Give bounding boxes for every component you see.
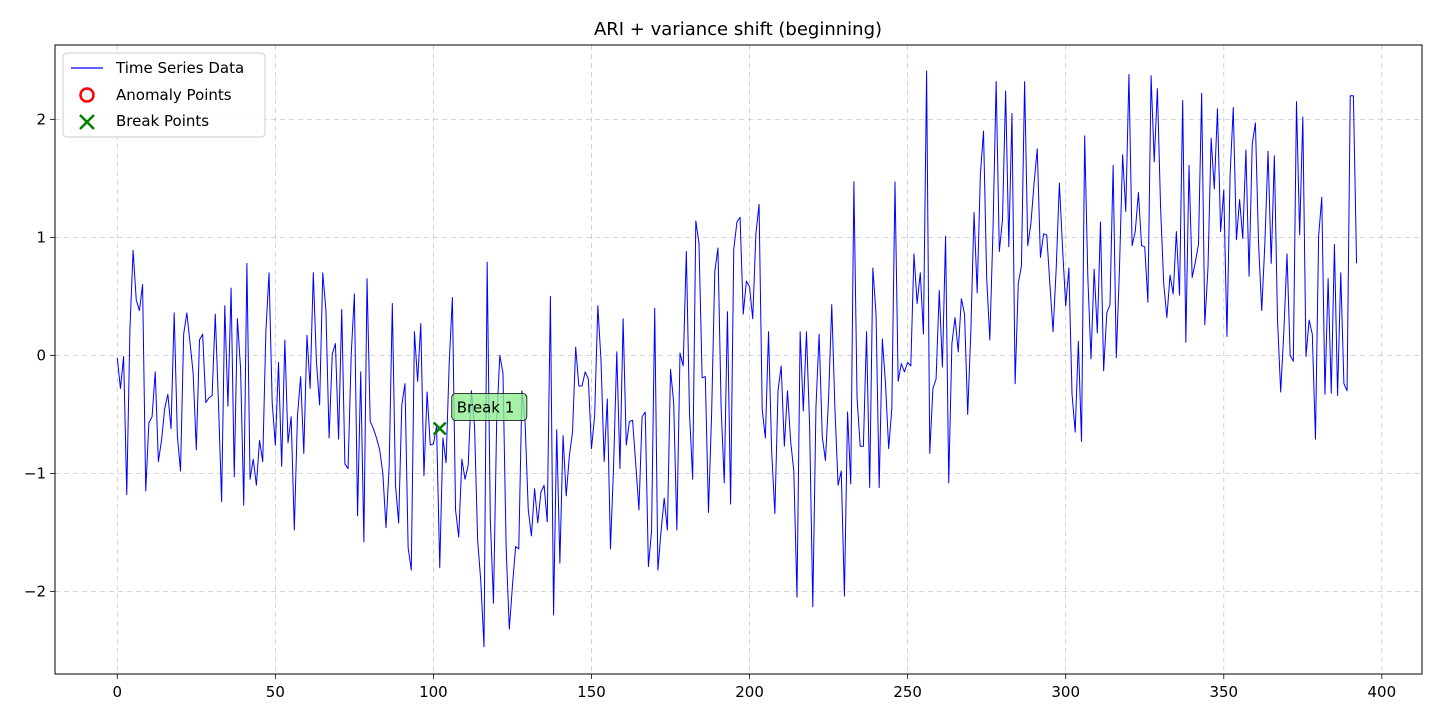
- grid: [55, 45, 1422, 674]
- legend-box: [62, 52, 266, 138]
- x-tick-label: 100: [419, 683, 448, 701]
- legend-break-swatch: [79, 114, 95, 130]
- legend: Time Series Data Anomaly Points Break Po…: [62, 52, 266, 138]
- x-tick-label: 300: [1051, 683, 1080, 701]
- y-tick-label: −1: [24, 464, 46, 482]
- plot-frame: [54, 44, 1423, 675]
- plot-area: [116, 70, 1358, 648]
- legend-label-anomaly: Anomaly Points: [116, 86, 232, 104]
- y-axis: −2 −1 0 1 2: [24, 110, 55, 600]
- x-tick-label: 50: [266, 683, 285, 701]
- legend-anomaly-swatch: [79, 87, 95, 103]
- x-tick-label: 400: [1368, 683, 1397, 701]
- x-tick-label: 250: [893, 683, 922, 701]
- break-annotation-label: Break 1: [457, 399, 515, 417]
- break-annotation-box: [451, 393, 528, 421]
- series-line-time-series-data: [116, 70, 1358, 648]
- y-tick-label: −2: [24, 582, 46, 600]
- x-tick-label: 200: [735, 683, 764, 701]
- x-tick-label: 0: [113, 683, 123, 701]
- x-axis: 0 50 100 150 200 250 300 350 400: [113, 674, 1397, 701]
- x-tick-label: 150: [577, 683, 606, 701]
- y-tick-label: 2: [36, 110, 46, 128]
- legend-label-break: Break Points: [116, 112, 209, 130]
- legend-label-series: Time Series Data: [115, 59, 244, 77]
- chart-title: ARI + variance shift (beginning): [594, 19, 882, 40]
- break-point-stroke: [432, 421, 447, 436]
- y-tick-label: 0: [36, 346, 46, 364]
- break-point-markers: Break 1: [432, 393, 528, 436]
- y-tick-label: 1: [36, 228, 46, 246]
- x-tick-label: 350: [1209, 683, 1238, 701]
- break-point-marker: [432, 421, 447, 436]
